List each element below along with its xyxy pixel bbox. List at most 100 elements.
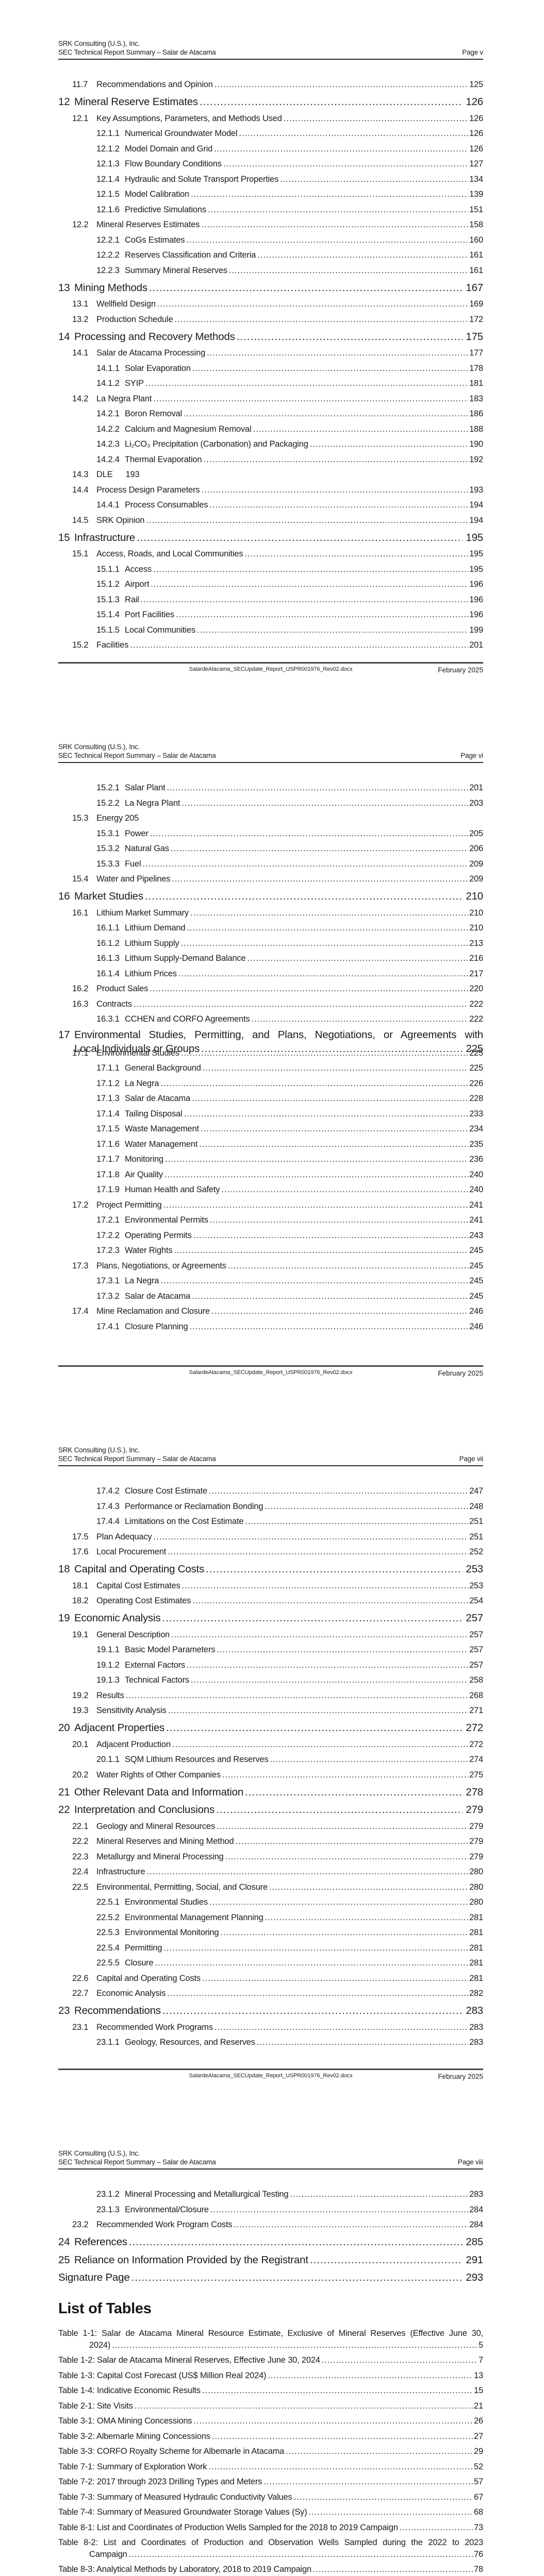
table-entry: Table 1-4: Indicative Economic Results..… — [58, 2383, 483, 2399]
entry-title: Closure Cost Estimate — [125, 1486, 207, 1496]
dot-leader: ........................................… — [234, 2220, 468, 2229]
entry-page-number: 161 — [469, 265, 483, 275]
dot-leader: ........................................… — [153, 1532, 469, 1541]
dot-leader: ........................................… — [140, 595, 468, 604]
entry-page-number: 283 — [469, 2022, 483, 2032]
toc-entry: 22.5.3 Environmental Monitoring..........… — [58, 1925, 483, 1941]
entry-title: Other Relevant Data and Information — [74, 1786, 244, 1798]
dot-leader: ........................................… — [192, 1094, 469, 1103]
entry-page-number: 186 — [469, 409, 483, 418]
entry-number: 25 — [58, 2253, 70, 2266]
toc-entry: 12.1.3 Flow Boundary Conditions..........… — [58, 157, 483, 172]
toc-entry: 20.1 Adjacent Production.................… — [58, 1737, 483, 1753]
dot-leader: ........................................… — [166, 1722, 463, 1734]
entry-title: Mineral Reserves and Mining Method — [96, 1837, 234, 1846]
page-footer: SalardeAtacama_SECUpdate_Report_USPR0019… — [58, 662, 483, 674]
entry-number: 15.1.3 — [96, 595, 120, 604]
entry-title: Table 1-3: Capital Cost Forecast (US$ Mi… — [58, 2370, 267, 2380]
entry-page-number: 210 — [466, 890, 483, 902]
entry-title: Technical Factors — [125, 1675, 189, 1685]
dot-leader: ........................................… — [247, 954, 469, 963]
entry-title: Table 3-3: CORFO Royalty Scheme for Albe… — [58, 2447, 285, 2456]
toc-entry: 15.1 Access, Roads, and Local Communities… — [58, 547, 483, 562]
entry-page-number: 76 — [474, 2549, 483, 2559]
entry-title: Interpretation and Conclusions — [74, 1804, 215, 1816]
dot-leader: ........................................… — [192, 1596, 469, 1605]
entry-page-number: 281 — [469, 1928, 483, 1937]
entry-page-number: 220 — [469, 984, 483, 993]
entry-number: 23.1 — [72, 2022, 89, 2032]
entry-number: 16.1.2 — [96, 938, 120, 948]
entry-page-number: 209 — [469, 874, 483, 884]
entry-title: Table 8-1: List and Coordinates of Produ… — [58, 2522, 398, 2532]
entry-number: 17.5 — [72, 1532, 89, 1541]
entry-title: Closure — [125, 1958, 154, 1968]
toc-entry: 14.2.3 Li₂CO₃ Precipitation (Carbonation)… — [58, 437, 483, 452]
dot-leader: ........................................… — [196, 625, 469, 635]
entry-title: Energy — [96, 814, 123, 823]
toc-entry: 22.6 Capital and Operating Costs.........… — [58, 1971, 483, 1987]
entry-page-number: 248 — [469, 1501, 483, 1511]
toc-entry: 13.2 Production Schedule.................… — [58, 312, 483, 328]
toc-entry: 18.2 Operating Cost Estimates............… — [58, 1594, 483, 1609]
toc-entry-line2: Local Individuals or Groups.............… — [58, 1042, 483, 1056]
dot-leader: ........................................… — [308, 2507, 473, 2517]
dot-leader: ........................................… — [162, 2005, 463, 2016]
entry-title: Table 2-1: Site Visits — [58, 2401, 133, 2411]
entry-title: Mine Reclamation and Closure — [96, 1307, 210, 1316]
entry-number: 15.2.2 — [96, 798, 120, 808]
entry-number: 14.2.1 — [96, 409, 120, 418]
entry-title: Hydraulic and Solute Transport Propertie… — [125, 174, 279, 184]
toc-entry: 19.2 Results.............................… — [58, 1688, 483, 1704]
entry-page-number: 226 — [469, 1078, 483, 1088]
toc-entry: 15.1.5 Local Communities.................… — [58, 623, 483, 638]
entry-title: Lithium Prices — [125, 969, 177, 978]
toc-entry: 22 Interpretation and Conclusions........… — [58, 1801, 483, 1818]
toc-entry: 15.1.4 Port Facilities...................… — [58, 607, 483, 623]
entry-title: Mineral Reserves Estimates — [96, 220, 200, 229]
entry-page-number: 126 — [466, 96, 483, 108]
dot-leader: ........................................… — [180, 1048, 469, 1058]
entry-page-number: 228 — [469, 1094, 483, 1103]
entry-number: 17.4.2 — [96, 1486, 120, 1496]
dot-leader: ........................................… — [155, 1958, 469, 1968]
entry-title: Plans, Negotiations, or Agreements — [96, 1261, 226, 1270]
entry-title: SRK Opinion — [96, 515, 145, 525]
entry-number: 20.2 — [72, 1770, 89, 1780]
toc-entry: 19.1 General Description.................… — [58, 1628, 483, 1643]
dot-leader: ........................................… — [125, 1690, 469, 1700]
entry-number: 12.2 — [72, 220, 89, 229]
dot-leader: ........................................… — [225, 1852, 469, 1861]
entry-page-number: 257 — [469, 1645, 483, 1654]
entry-number: 17.6 — [72, 1547, 89, 1556]
toc-entry: 20 Adjacent Properties...................… — [58, 1719, 483, 1736]
list-of-tables-heading: List of Tables — [58, 2300, 152, 2317]
toc-entry: 23.1.2 Mineral Processing and Metallurgic… — [58, 2187, 483, 2202]
entry-title: Water Rights — [125, 1246, 173, 1255]
entry-title: Waste Management — [125, 1124, 199, 1133]
dot-leader: ........................................… — [190, 1675, 469, 1685]
toc-entry: 17.4.2 Closure Cost Estimate.............… — [58, 1484, 483, 1499]
toc-list: 17.4.2 Closure Cost Estimate.............… — [58, 1484, 483, 2050]
entry-number: 17.1.3 — [96, 1094, 120, 1103]
toc-entry: 17.2 Project Permitting..................… — [58, 1198, 483, 1213]
toc-entry: 21 Other Relevant Data and Information...… — [58, 1784, 483, 1801]
entry-title: Predictive Simulations — [125, 205, 206, 214]
entry-page-number: 279 — [469, 1852, 483, 1861]
dot-leader: ........................................… — [182, 1581, 469, 1590]
dot-leader: ........................................… — [211, 1307, 468, 1316]
toc-entry: 12 Mineral Reserve Estimates.............… — [58, 93, 483, 110]
toc-entry: 15.2.2 La Negra Plant....................… — [58, 796, 483, 811]
entry-title: Numerical Groundwater Model — [125, 129, 238, 138]
entry-title: Environmental Studies — [96, 1048, 179, 1058]
toc-entry: 15.4 Water and Pipelines.................… — [58, 872, 483, 887]
entry-number: 23.2 — [72, 2220, 89, 2229]
footer-filename: SalardeAtacama_SECUpdate_Report_USPR0019… — [189, 1369, 353, 1376]
entry-title: Results — [96, 1690, 124, 1700]
entry-number: 14.1.2 — [96, 379, 120, 388]
toc-entry: 14.5 SRK Opinion.........................… — [58, 513, 483, 529]
entry-number: 15.1.1 — [96, 564, 120, 574]
dot-leader: ........................................… — [201, 1043, 463, 1055]
dot-leader: ........................................… — [228, 265, 468, 275]
entry-title: Recommended Work Programs — [96, 2022, 213, 2032]
